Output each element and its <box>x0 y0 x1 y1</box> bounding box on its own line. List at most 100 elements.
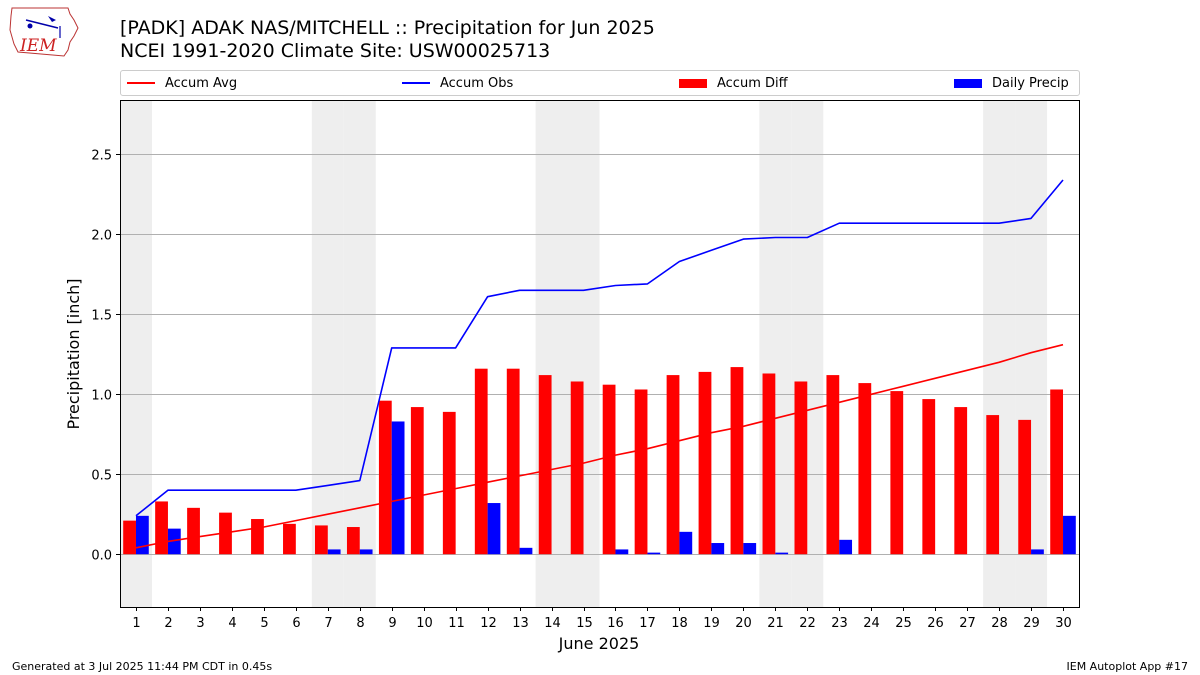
y-tick-label: 2.5 <box>91 149 112 164</box>
bar-accum-diff <box>986 415 1000 555</box>
x-tick-label: 26 <box>927 616 944 631</box>
footer-generated: Generated at 3 Jul 2025 11:44 PM CDT in … <box>12 660 273 673</box>
bar-daily-precip <box>1031 549 1044 555</box>
x-tick-label: 25 <box>895 616 912 631</box>
bar-accum-diff <box>283 523 296 555</box>
x-tick-label: 20 <box>735 616 752 631</box>
legend-item-accum-avg: Accum Avg <box>127 71 237 95</box>
legend-swatch <box>679 78 707 88</box>
y-tick-label: 0.0 <box>91 549 112 564</box>
y-tick-label: 1.0 <box>91 389 112 404</box>
iem-logo: IEM <box>8 6 80 58</box>
x-tick-label: 16 <box>607 616 624 631</box>
x-tick-label: 22 <box>799 616 816 631</box>
bar-daily-precip <box>519 547 533 555</box>
bar-accum-diff <box>730 367 744 555</box>
bar-accum-diff <box>410 407 424 555</box>
x-tick-label: 11 <box>448 616 465 631</box>
bar-accum-diff <box>698 371 712 555</box>
legend-label: Accum Avg <box>165 75 238 91</box>
legend-swatch <box>402 82 430 84</box>
x-tick-label: 9 <box>388 616 396 631</box>
bar-accum-diff <box>187 507 200 555</box>
svg-text:IEM: IEM <box>19 36 57 56</box>
weekend-shade <box>311 100 344 607</box>
bar-accum-diff <box>314 525 328 555</box>
x-tick-label: 21 <box>767 616 784 631</box>
footer-app: IEM Autoplot App #17 <box>1066 660 1189 673</box>
plot-frame <box>120 100 1080 608</box>
bar-accum-diff <box>474 368 488 555</box>
x-tick-label: 15 <box>576 616 593 631</box>
bar-daily-precip <box>359 549 373 555</box>
x-tick-label: 27 <box>959 616 976 631</box>
bar-daily-precip <box>647 552 661 555</box>
x-tick-label: 17 <box>639 616 656 631</box>
bar-daily-precip <box>135 515 149 555</box>
bar-accum-diff <box>794 381 808 555</box>
x-tick-label: 1 <box>132 616 140 631</box>
weekend-shade <box>343 100 376 607</box>
legend-label: Accum Obs <box>440 75 514 91</box>
bar-accum-diff <box>1018 419 1032 555</box>
x-tick-label: 13 <box>512 616 529 631</box>
x-tick-label: 30 <box>1055 616 1072 631</box>
legend: Accum Avg Accum Obs Accum Diff Daily Pre… <box>120 70 1080 96</box>
bar-accum-diff <box>155 501 168 555</box>
line-accum-avg <box>135 343 1064 549</box>
chart-title: [PADK] ADAK NAS/MITCHELL :: Precipitatio… <box>120 17 655 63</box>
bar-accum-diff <box>826 375 840 555</box>
bar-accum-diff <box>890 391 904 555</box>
legend-item-accum-obs: Accum Obs <box>402 71 513 95</box>
legend-label: Daily Precip <box>992 75 1069 91</box>
bar-daily-precip <box>743 543 757 555</box>
bar-daily-precip <box>679 531 693 555</box>
legend-item-daily-precip: Daily Precip <box>954 71 1069 95</box>
bar-accum-diff <box>251 519 264 555</box>
title-line-1: [PADK] ADAK NAS/MITCHELL :: Precipitatio… <box>120 17 655 39</box>
x-tick-label: 4 <box>228 616 236 631</box>
bar-accum-diff <box>666 375 680 555</box>
legend-label: Accum Diff <box>717 75 788 91</box>
x-tick-label: 2 <box>164 616 172 631</box>
line-accum-obs <box>135 179 1064 517</box>
bar-accum-diff <box>123 520 136 555</box>
y-tick-label: 1.5 <box>91 309 112 324</box>
bar-accum-diff <box>858 383 872 555</box>
x-tick-label: 24 <box>863 616 880 631</box>
x-tick-label: 3 <box>196 616 204 631</box>
x-tick-label: 5 <box>260 616 268 631</box>
bar-accum-diff <box>762 373 776 555</box>
bar-daily-precip <box>711 543 725 555</box>
bar-daily-precip <box>487 503 501 555</box>
x-tick-label: 19 <box>703 616 720 631</box>
bar-accum-diff <box>538 375 552 555</box>
legend-swatch <box>954 78 982 88</box>
x-axis-ticks: 1 2 3 4 5 6 7 8 9 10 11 12 13 14 15 16 17 18 19 20 21 22 23 24 2… <box>132 607 1072 631</box>
x-tick-label: 28 <box>991 616 1008 631</box>
x-tick-label: 6 <box>292 616 300 631</box>
bar-daily-precip <box>391 421 405 555</box>
bar-accum-diff <box>1050 389 1064 555</box>
y-tick-label: 0.5 <box>91 469 112 484</box>
legend-item-accum-diff: Accum Diff <box>679 71 788 95</box>
legend-swatch <box>127 82 155 84</box>
title-line-2: NCEI 1991-2020 Climate Site: USW00025713 <box>120 40 551 62</box>
bar-accum-diff <box>570 381 584 555</box>
bar-accum-diff <box>442 411 456 555</box>
x-tick-label: 29 <box>1023 616 1040 631</box>
y-tick-label: 2.0 <box>91 229 112 244</box>
x-tick-label: 14 <box>544 616 561 631</box>
bar-daily-precip <box>327 549 341 555</box>
x-tick-label: 8 <box>356 616 364 631</box>
bar-daily-precip <box>839 539 853 555</box>
grid-lines <box>120 154 1079 555</box>
x-axis-label: June 2025 <box>558 634 640 653</box>
bar-accum-diff <box>922 399 936 555</box>
bar-accum-diff <box>506 368 520 555</box>
bar-accum-diff <box>602 384 616 555</box>
bar-accum-diff <box>634 389 648 555</box>
bar-accum-diff <box>346 527 360 555</box>
bar-daily-precip <box>615 549 629 555</box>
